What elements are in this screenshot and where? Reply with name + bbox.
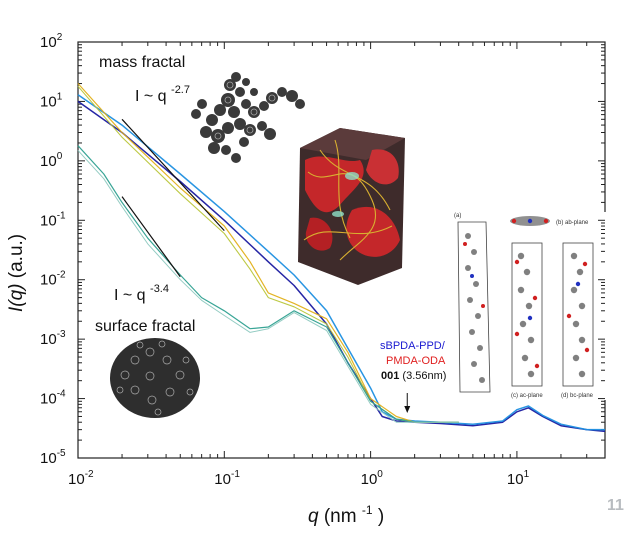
legend-peak-index: 001 bbox=[381, 370, 399, 382]
y-tick-label: 102 bbox=[40, 32, 63, 51]
inset-label-d: (d) bc-plane bbox=[561, 393, 594, 399]
y-tick-label: 10-4 bbox=[40, 389, 66, 408]
x-tick-label: 101 bbox=[507, 469, 530, 488]
peak-arrow-head bbox=[404, 406, 411, 413]
x-axis-unit-exp: -1 bbox=[362, 503, 373, 517]
legend-peak-spacing: (3.56nm) bbox=[402, 370, 446, 382]
surface-fractal-power-law: I ~ q -3.4 bbox=[114, 283, 169, 304]
inset-label-c: (c) ac-plane bbox=[511, 393, 543, 399]
tick-labels: 10-2 10-1 100 101 102 101 100 10-1 10-2 10-3 10-4 1… bbox=[40, 32, 530, 488]
x-tick-label: 10-2 bbox=[68, 469, 94, 488]
mass-law-exponent: -2.7 bbox=[171, 84, 190, 96]
y-axis-unit: (a.u.) bbox=[6, 234, 27, 278]
legend-peak-001: 001 (3.56nm) bbox=[381, 370, 446, 382]
y-tick-label: 10-1 bbox=[40, 210, 66, 229]
mass-fractal-label: mass fractal bbox=[99, 54, 185, 71]
peak-arrow bbox=[404, 393, 411, 413]
series-line-1 bbox=[77, 100, 606, 433]
y-axis-label: I(q) (a.u.) bbox=[6, 234, 27, 312]
y-tick-label: 10-2 bbox=[40, 270, 66, 289]
surface-fractal-label: surface fractal bbox=[95, 318, 195, 335]
surface-law-exponent: -3.4 bbox=[150, 283, 169, 295]
crystal-structure-inset-image: (a) (b) ab-plane (c) ac-plane (d) bc-pla… bbox=[452, 212, 606, 400]
data-series bbox=[77, 83, 606, 433]
y-tick-label: 100 bbox=[40, 151, 63, 170]
x-axis-unit: (nm bbox=[324, 506, 357, 527]
inset-label-b: (b) ab-plane bbox=[556, 220, 589, 226]
x-axis-symbol: q bbox=[308, 506, 319, 527]
surface-fractal-cluster-image bbox=[110, 338, 200, 418]
mass-law-prefix: I ~ q bbox=[135, 88, 167, 105]
x-tick-label: 10-1 bbox=[214, 469, 240, 488]
power-law-line-2 bbox=[121, 196, 181, 278]
legend-sbpda-ppd: sBPDA-PPD/ bbox=[380, 340, 446, 352]
mass-fractal-cluster-image bbox=[191, 72, 305, 163]
x-axis-label: q (nm -1 ) bbox=[308, 498, 384, 527]
mass-fractal-power-law: I ~ q -2.7 bbox=[135, 84, 190, 105]
power-law-guides bbox=[121, 118, 225, 278]
x-tick-label: 100 bbox=[361, 469, 384, 488]
axis-ticks bbox=[77, 41, 606, 459]
y-axis-symbol: I(q) bbox=[6, 284, 27, 313]
y-tick-label: 10-5 bbox=[40, 448, 66, 467]
corner-mark: 11 bbox=[607, 497, 624, 514]
surface-law-prefix: I ~ q bbox=[114, 287, 146, 304]
polymer-network-3d-image bbox=[298, 128, 405, 285]
y-tick-label: 101 bbox=[40, 91, 63, 110]
power-law-line-1 bbox=[121, 118, 225, 232]
series-line-5 bbox=[77, 145, 459, 423]
y-tick-label: 10-3 bbox=[40, 329, 66, 348]
series-line-6 bbox=[77, 150, 459, 423]
inset-label-a: (a) bbox=[454, 213, 461, 219]
legend-pmda-oda: PMDA-ODA bbox=[386, 355, 446, 367]
x-axis-unit-close: ) bbox=[378, 506, 384, 527]
